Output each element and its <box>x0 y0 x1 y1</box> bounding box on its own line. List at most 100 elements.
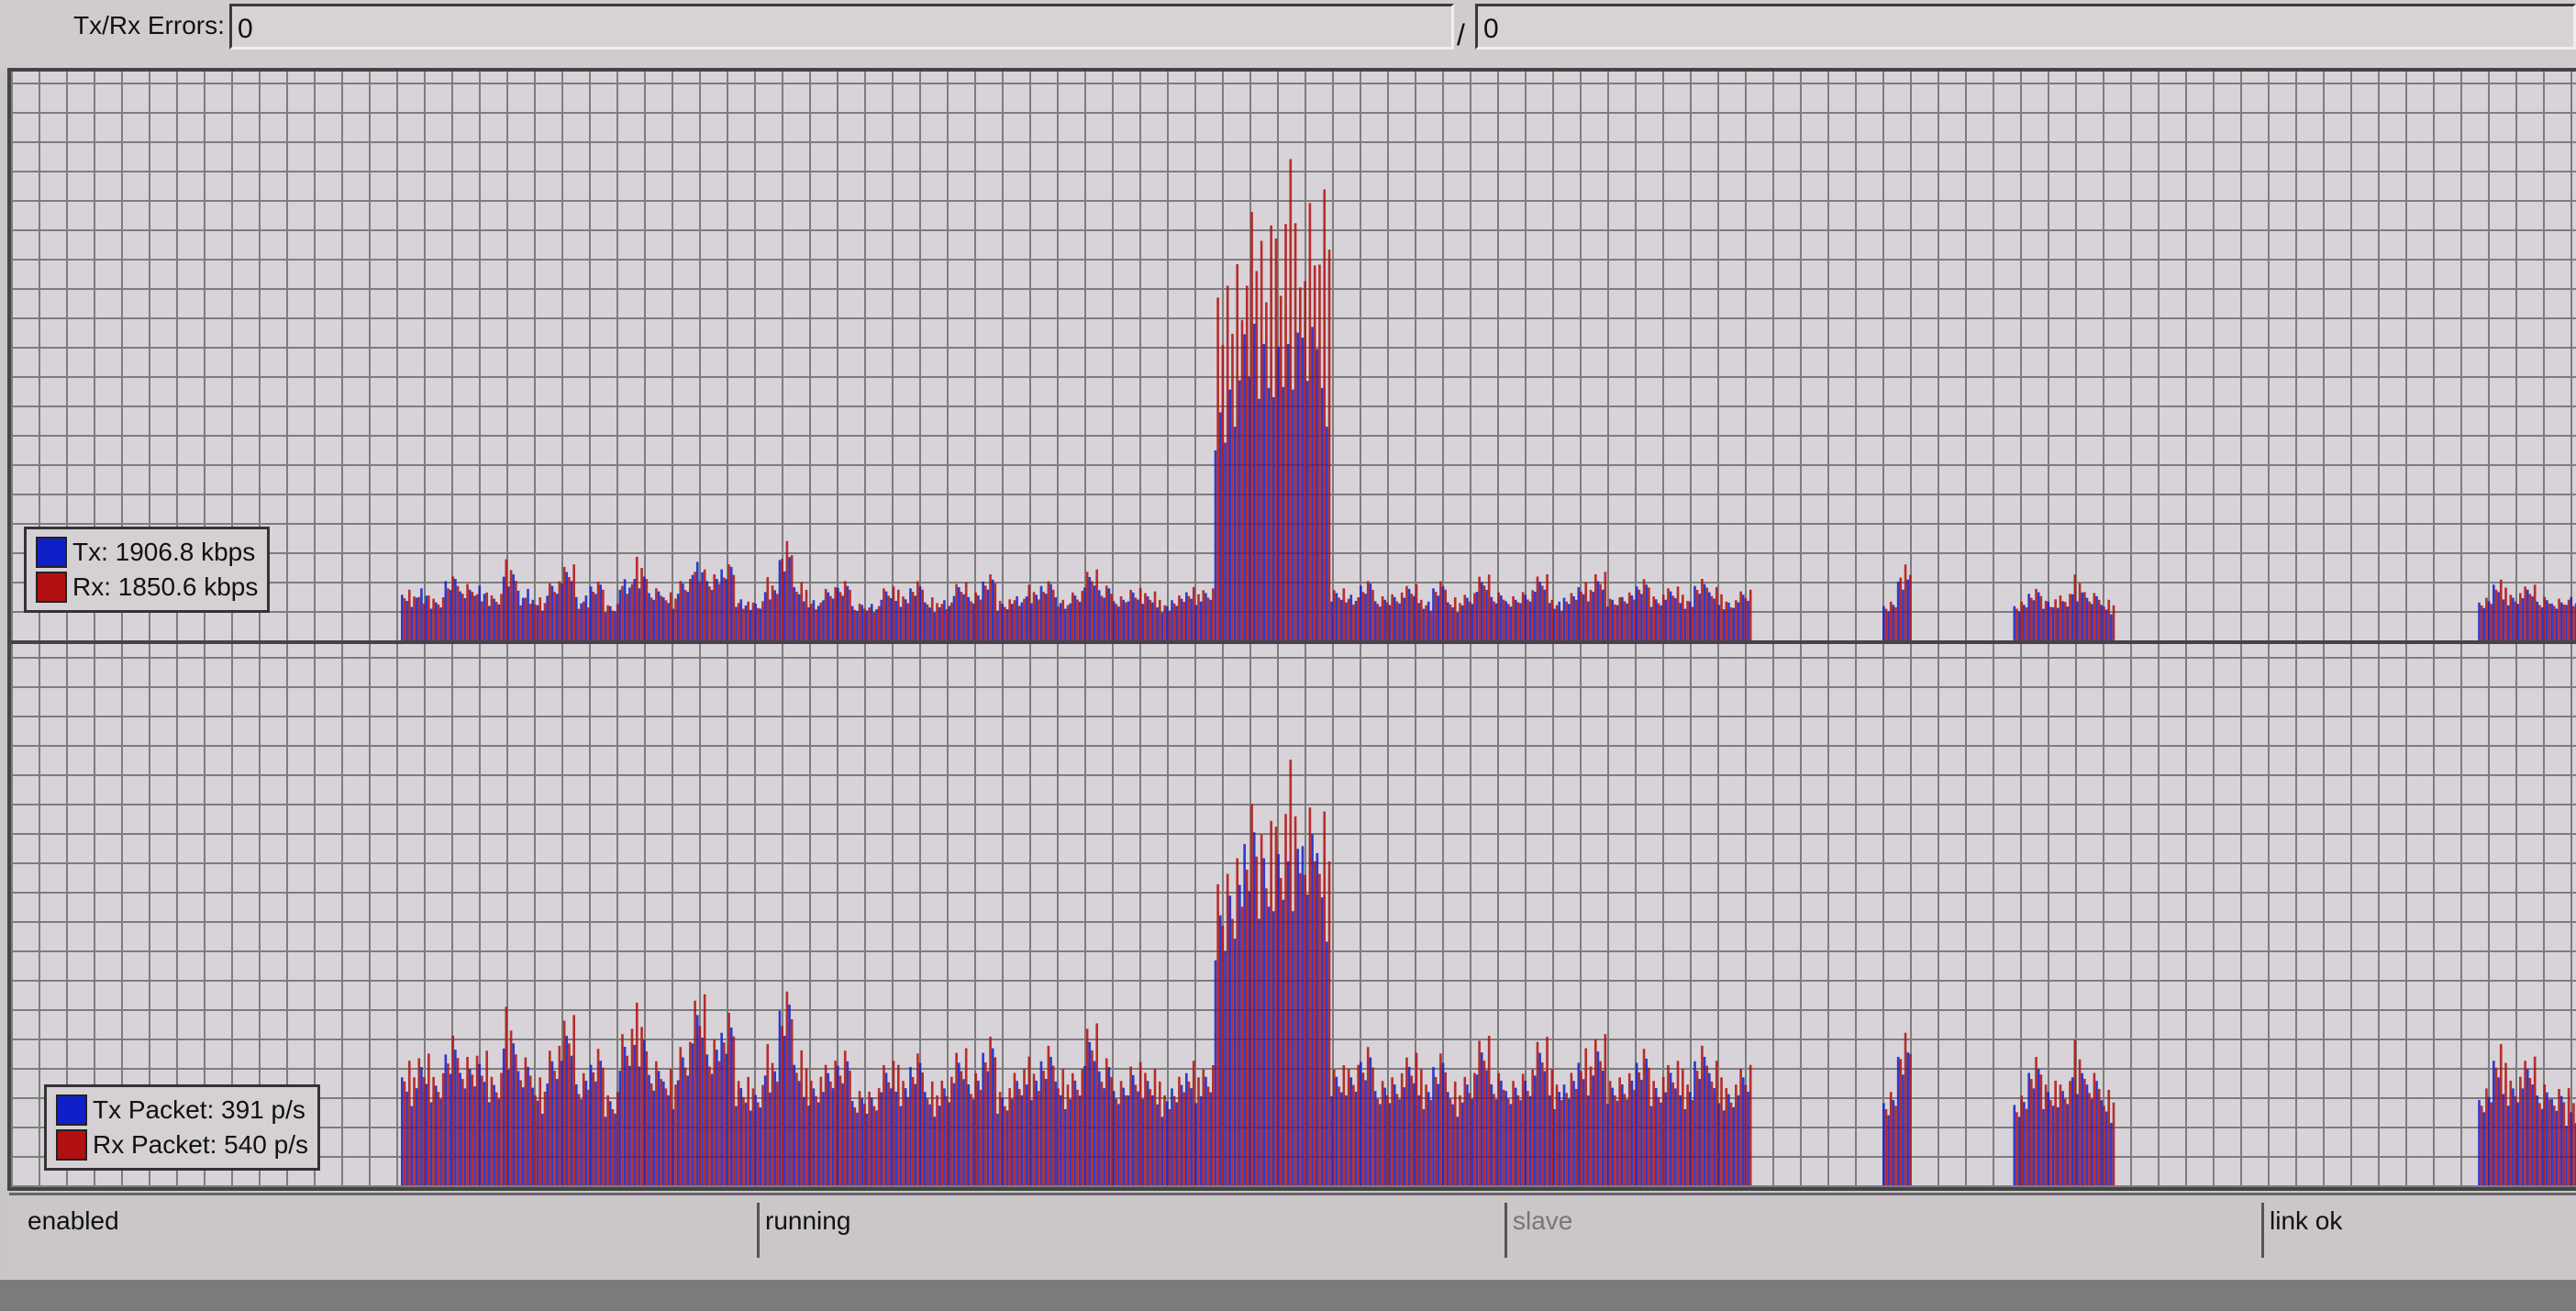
tx-bar <box>1233 427 1237 640</box>
rx-bar <box>2562 604 2566 640</box>
tx-bar <box>2110 1122 2113 1185</box>
rx-bar <box>2499 1044 2503 1185</box>
tx-bar <box>904 1088 907 1185</box>
rx-bar <box>1439 1053 1442 1185</box>
tx-bar <box>1020 602 1024 640</box>
tx-bar <box>705 581 709 640</box>
tx-bar <box>1262 858 1266 1185</box>
tx-bar <box>1741 1077 1745 1185</box>
rx-bar <box>417 596 421 640</box>
tx-bar <box>1262 343 1266 640</box>
tx-bar <box>1059 603 1062 640</box>
rx-bar <box>1899 1059 1903 1185</box>
tx-bar <box>439 607 442 640</box>
tx-bar <box>2546 600 2548 640</box>
rx-bar <box>664 600 668 640</box>
rx-bar <box>742 608 745 640</box>
tx-bar <box>1582 594 1585 640</box>
tx-bar <box>1243 844 1246 1185</box>
rx-bar <box>441 597 445 640</box>
rx-bar <box>1584 582 1588 640</box>
rx-bar <box>1158 599 1161 640</box>
rx-bar <box>1570 1072 1573 1185</box>
rx-bar <box>1066 605 1070 640</box>
rx-bar <box>645 1050 649 1185</box>
rx-bar <box>1419 599 1423 640</box>
tx-bar <box>1103 597 1105 640</box>
rx-bar <box>1366 581 1370 640</box>
rx-bar <box>543 1091 547 1185</box>
rx-bar <box>940 1080 944 1185</box>
rx-bar <box>1657 603 1660 640</box>
tx-bar <box>1577 587 1581 640</box>
tx-bar <box>846 585 849 640</box>
rx-bar <box>407 589 411 640</box>
rx-errors-field[interactable]: 0 <box>1475 4 2576 50</box>
tx-bar <box>1349 1077 1353 1185</box>
tx-bar <box>1427 1092 1430 1185</box>
rx-bar <box>1284 814 1287 1185</box>
tx-bar <box>816 606 820 640</box>
tx-bar <box>710 1073 714 1185</box>
tx-bar <box>797 1081 801 1185</box>
rx-bar <box>1909 574 1912 640</box>
rx-bar <box>1429 1100 1433 1185</box>
rx-bar <box>2044 600 2048 640</box>
tx-bar <box>628 1065 631 1185</box>
rx-bar <box>2107 599 2111 640</box>
rx-bar <box>596 1049 600 1185</box>
tx-bar <box>1272 911 1275 1185</box>
rx-bar <box>863 1104 866 1185</box>
rx-bar <box>1608 1081 1612 1185</box>
tx-bar <box>1199 1095 1203 1185</box>
rx-bar <box>1725 1088 1728 1185</box>
rx-bar <box>1115 1098 1118 1185</box>
tx-bar <box>2042 608 2045 640</box>
tx-bar <box>642 576 646 640</box>
rx-bar <box>1715 1061 1718 1185</box>
tx-errors-field[interactable]: 0 <box>229 4 1454 50</box>
packet-bars <box>401 760 2576 1185</box>
tx-bar <box>1437 1083 1440 1185</box>
rx-bar <box>1091 1050 1094 1185</box>
rx-bar <box>815 1095 817 1185</box>
tx-bar <box>1548 1094 1551 1185</box>
tx-bar <box>759 608 762 640</box>
rx-bar <box>916 581 919 640</box>
tx-bar <box>516 1071 520 1185</box>
tx-bar <box>2555 608 2559 640</box>
rx-bar <box>1032 1073 1036 1185</box>
tx-bar <box>735 1105 738 1185</box>
rx-bar <box>892 586 895 640</box>
rx-bar <box>1042 1071 1045 1185</box>
tx-bar <box>1708 1072 1711 1185</box>
tx-bar <box>2540 1108 2544 1185</box>
tx-bar <box>1388 1103 1392 1185</box>
rx-bar <box>1580 1071 1582 1185</box>
rx-bar <box>1187 595 1191 640</box>
tx-bar <box>1369 1057 1372 1185</box>
rx-bar <box>1482 1061 1486 1185</box>
tx-bar <box>667 603 670 640</box>
rx-bar <box>1468 601 1471 640</box>
rx-bar <box>1429 610 1433 640</box>
tx-bar <box>1413 595 1416 640</box>
tx-bar <box>478 585 482 640</box>
tx-bar <box>1548 603 1551 640</box>
tx-bar <box>1466 1084 1469 1185</box>
rx-bar <box>1657 1096 1660 1185</box>
rx-bar <box>1226 285 1229 640</box>
rx-bar <box>413 1077 416 1185</box>
tx-bar <box>1882 1103 1885 1185</box>
rx-bar <box>1187 1081 1191 1185</box>
rx-bar <box>751 1088 755 1185</box>
tx-bar <box>1417 603 1420 640</box>
tx-bar <box>856 610 859 640</box>
rx-bar <box>1085 1028 1089 1185</box>
tx-bar <box>434 602 438 640</box>
rx-bar <box>877 606 881 640</box>
tx-bar <box>521 1087 525 1185</box>
status-bar: enabled running slave link ok <box>9 1193 2576 1278</box>
tx-bar <box>449 1073 452 1185</box>
tx-bar <box>2493 1061 2495 1185</box>
